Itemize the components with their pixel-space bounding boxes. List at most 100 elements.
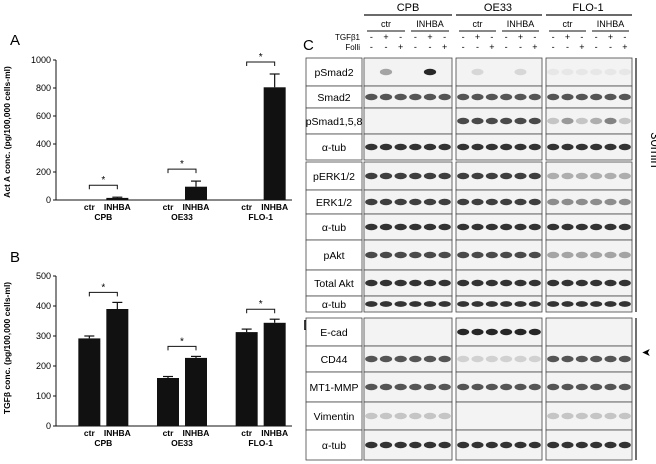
blot-frame [363,429,453,461]
blot-band [547,223,560,231]
blot-frame [363,371,453,403]
blot-band [379,172,393,180]
folli-sign: - [476,42,479,52]
bar [235,332,258,426]
folli-sign: + [579,42,584,52]
blot-band [471,143,484,151]
blot-frame [545,239,633,271]
folli-sign: - [429,42,432,52]
panel-c-label: C [303,37,314,54]
blot-band [365,251,378,259]
row-label: E-cad [320,327,348,339]
panel-a: A Act A conc. (pg/100,000 cells-ml) 0 200… [2,32,292,222]
blot-band [547,143,560,151]
blot-band [561,355,574,363]
blot-band [394,383,407,391]
folli-sign: - [370,42,373,52]
blot-band [575,68,588,76]
blot-band [471,355,484,363]
blot-band [438,143,451,151]
header-cpb: CPB [397,2,420,14]
blot-band [471,68,484,76]
folli-sign: - [462,42,465,52]
blot-frame [545,429,633,461]
blot-band [547,93,560,101]
blot-frame [455,269,543,297]
blot-band [618,301,631,307]
bar [157,378,179,426]
blot-band [528,279,541,287]
y-tick-label: 200 [36,361,51,371]
blot-frame [363,401,453,431]
blot-band [438,198,451,206]
blot-band [409,412,422,420]
category-label: INHBA [261,428,288,438]
blot-frame [363,317,453,347]
blot-band [604,198,617,206]
blot-band [500,301,513,307]
treatment-tgf-label: TGFβ1 [335,33,361,42]
blot-band [514,441,527,449]
blot-band [514,383,527,391]
folli-sign: - [609,42,612,52]
blot-band [590,68,603,76]
blot-band [528,198,541,206]
blot-band [379,198,393,206]
blot-band [485,117,498,125]
blot-band [590,117,603,125]
blot-band [561,172,574,180]
blot-frame [545,295,633,313]
significance-mark: * [180,336,184,347]
blot-band [394,301,407,307]
folli-sign: - [414,42,417,52]
tgf-sign: + [608,32,613,42]
blot-band [547,251,560,259]
blot-frame [455,429,543,461]
category-label: INHBA [104,202,131,212]
bar [106,197,129,200]
row-label: pAkt [323,250,344,262]
blot-frame [455,189,543,215]
group-label: OE33 [171,438,193,448]
row-label: Vimentin [314,411,355,423]
category-label: INHBA [104,428,131,438]
blot-band [471,383,484,391]
blot-frame [545,133,633,161]
blot-band [500,198,513,206]
significance-bracket [88,291,118,297]
blot-frame [545,57,633,87]
blot-band [575,143,588,151]
blot-band [604,279,617,287]
row-label: α-tub [322,299,346,311]
category-label: ctr [163,428,175,438]
blot-band [528,93,541,101]
folli-sign: + [442,42,447,52]
folli-sign: - [519,42,522,52]
blot-band [423,383,437,391]
treatment-folli-label: Folli [345,43,360,52]
blot-band [365,279,378,287]
row-label-box [305,317,363,347]
blot-band [528,143,541,151]
row-label-box [305,107,363,135]
blot-band [409,93,422,101]
row-label-box [305,189,363,215]
blot-frame [545,345,633,373]
group-label: OE33 [171,212,193,222]
row-label-box [305,295,363,313]
blot-band [394,355,407,363]
blot-band [409,223,422,231]
blot-band [485,383,498,391]
category-label: ctr [241,202,253,212]
blot-band [528,117,541,125]
blot-band [409,251,422,259]
row-label: α-tub [322,222,346,234]
blot-band [457,251,470,259]
blot-band [575,412,588,420]
blot-band [561,93,574,101]
blot-band [409,279,422,287]
condition-label: INHBA [416,19,444,29]
blot-band [618,93,631,101]
blot-band [409,441,422,449]
blot-frame [455,401,543,431]
